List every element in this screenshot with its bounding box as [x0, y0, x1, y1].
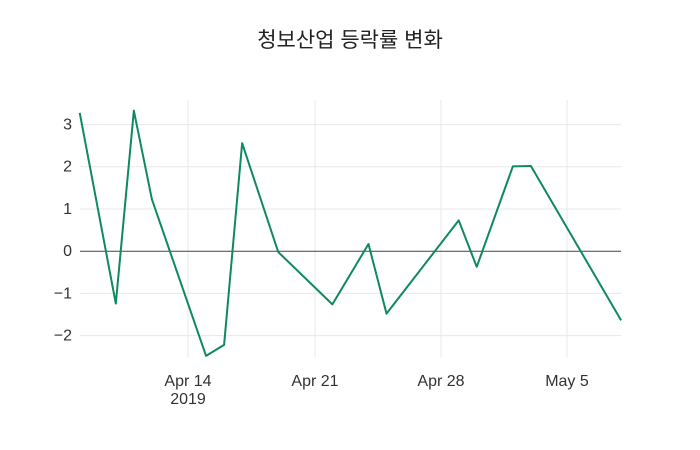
- svg-text:Apr 14: Apr 14: [164, 373, 211, 390]
- svg-text:0: 0: [63, 243, 72, 260]
- svg-text:3: 3: [63, 117, 72, 134]
- svg-text:Apr 21: Apr 21: [291, 373, 338, 390]
- svg-text:1: 1: [63, 201, 72, 218]
- svg-text:Apr 28: Apr 28: [417, 373, 464, 390]
- svg-text:2: 2: [63, 159, 72, 176]
- svg-text:May 5: May 5: [545, 373, 589, 390]
- svg-text:−1: −1: [54, 285, 72, 302]
- svg-text:2019: 2019: [170, 391, 206, 408]
- svg-text:−2: −2: [54, 328, 72, 345]
